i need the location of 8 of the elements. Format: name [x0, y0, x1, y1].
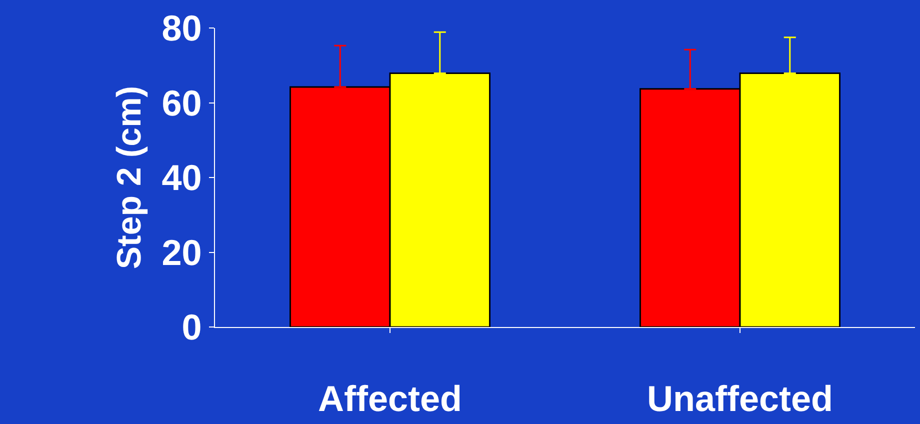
- y-tick-label: 60: [162, 82, 202, 124]
- y-tick-label: 40: [162, 157, 202, 198]
- y-axis-title: Step 2 (cm): [110, 86, 148, 270]
- y-tick-label: 0: [182, 306, 202, 348]
- y-tick-label: 20: [162, 232, 202, 273]
- y-tick-label: 80: [162, 8, 202, 49]
- x-tick-label: Affected: [318, 378, 462, 420]
- x-tick-label: Unaffected: [646, 378, 834, 420]
